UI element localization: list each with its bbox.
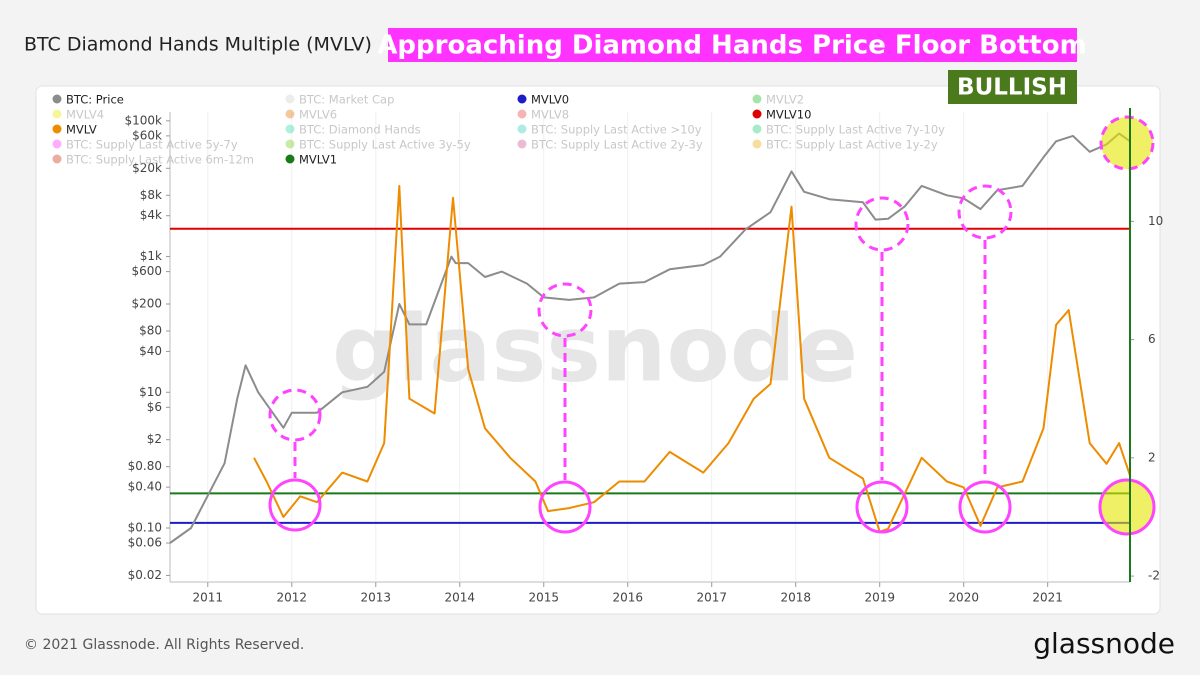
current-circle <box>1098 478 1156 536</box>
y-tick-label: $0.06 <box>128 536 162 550</box>
y-tick-label: $2 <box>147 432 162 446</box>
legend-swatch <box>752 124 762 134</box>
dashed-circle <box>854 196 910 252</box>
y2-tick-label: -2 <box>1148 569 1160 583</box>
legend-swatch <box>285 124 295 134</box>
legend-label: BTC: Supply Last Active 7y-10y <box>766 123 945 137</box>
legend-swatch <box>752 94 762 104</box>
y2-tick-label: 6 <box>1148 332 1156 346</box>
y-tick-label: $20k <box>132 161 162 175</box>
highlight-circle <box>538 480 592 534</box>
x-tick-label: 2020 <box>948 591 979 605</box>
legend-label: BTC: Supply Last Active 6m-12m <box>66 153 254 167</box>
x-tick-label: 2012 <box>277 591 308 605</box>
y-tick-label: $40 <box>139 344 162 358</box>
legend-label: BTC: Market Cap <box>299 93 394 107</box>
x-tick-label: 2014 <box>444 591 475 605</box>
y-tick-label: $0.80 <box>128 459 162 473</box>
legend-swatch <box>517 124 527 134</box>
legend-label: BTC: Supply Last Active 2y-3y <box>531 138 703 152</box>
y-tick-label: $0.40 <box>128 480 162 494</box>
highlight-circle <box>855 480 909 534</box>
footer-copyright: © 2021 Glassnode. All Rights Reserved. <box>24 637 304 653</box>
chart-title: BTC Diamond Hands Multiple (MVLV) <box>24 34 372 56</box>
legend-label: BTC: Price <box>66 93 124 107</box>
grid: 2011 2012 2013 2014 2015 2016 2017 2018 2019 2020… <box>125 112 1163 605</box>
legend-swatch <box>517 94 527 104</box>
x-tick-label: 2015 <box>528 591 559 605</box>
legend-swatch <box>52 124 62 134</box>
x-tick-label: 2013 <box>361 591 392 605</box>
y-tick-label: $0.10 <box>128 520 162 534</box>
legend-label: BTC: Supply Last Active 1y-2y <box>766 138 938 152</box>
legend-label: MVLV2 <box>766 93 804 107</box>
y-tick-label: $1k <box>140 249 162 263</box>
x-tick-label: 2019 <box>864 591 895 605</box>
y-tick-label: $6 <box>147 400 162 414</box>
legend-label: MVLV0 <box>531 93 569 107</box>
legend-swatch <box>517 139 527 149</box>
legend-swatch <box>517 109 527 119</box>
y-tick-label: $4k <box>140 208 162 222</box>
legend-swatch <box>52 154 62 164</box>
footer-logo: glassnode <box>1033 627 1175 660</box>
x-tick-label: 2017 <box>696 591 727 605</box>
legend-label: MVLV8 <box>531 108 569 122</box>
legend-swatch <box>52 94 62 104</box>
legend-label: BTC: Diamond Hands <box>299 123 421 137</box>
annotation-text: BULLISH <box>957 75 1067 101</box>
annotation-text: Approaching Diamond Hands Price Floor Bo… <box>377 31 1086 61</box>
dashed-circle <box>537 282 593 338</box>
y-tick-label: $0.02 <box>128 568 162 582</box>
x-tick-label: 2018 <box>780 591 811 605</box>
legend-swatch <box>285 94 295 104</box>
y2-tick-label: 10 <box>1148 214 1163 228</box>
x-tick-label: 2016 <box>612 591 643 605</box>
highlight-circle <box>268 478 322 532</box>
annotation-badge <box>948 70 1077 104</box>
legend-swatch <box>285 154 295 164</box>
highlight-circle <box>958 480 1012 534</box>
x-tick-label: 2021 <box>1032 591 1063 605</box>
legend-swatch <box>752 139 762 149</box>
legend-label: BTC: Supply Last Active 3y-5y <box>299 138 471 152</box>
legend-label: MVLV6 <box>299 108 337 122</box>
legend-swatch <box>752 109 762 119</box>
y-tick-label: $10 <box>139 385 162 399</box>
x-tick-label: 2011 <box>193 591 224 605</box>
y-tick-label: $600 <box>131 264 162 278</box>
y-tick-label: $8k <box>140 188 162 202</box>
annotation-banner <box>388 28 1077 62</box>
y-tick-label: $60k <box>132 128 162 142</box>
legend-swatch <box>285 109 295 119</box>
legend-swatch <box>52 109 62 119</box>
y2-tick-label: 2 <box>1148 450 1156 464</box>
annotations <box>268 115 1156 536</box>
legend-swatch <box>52 139 62 149</box>
dashed-circle <box>268 388 322 442</box>
legend-label: BTC: Supply Last Active >10y <box>531 123 702 137</box>
legend-label: MVLV <box>66 123 97 137</box>
y-tick-label: $80 <box>139 323 162 337</box>
legend-label: BTC: Supply Last Active 5y-7y <box>66 138 238 152</box>
legend-label: MVLV4 <box>66 108 104 122</box>
series-line <box>253 184 1131 533</box>
y-tick-label: $100k <box>125 113 163 127</box>
series-line <box>169 132 1131 544</box>
current-circle <box>1099 115 1155 171</box>
plot <box>169 132 1131 544</box>
y-tick-label: $200 <box>131 296 162 310</box>
legend-label: MVLV10 <box>766 108 811 122</box>
legend-swatch <box>285 139 295 149</box>
legend-label: MVLV1 <box>299 153 337 167</box>
dashed-circle <box>957 184 1013 240</box>
